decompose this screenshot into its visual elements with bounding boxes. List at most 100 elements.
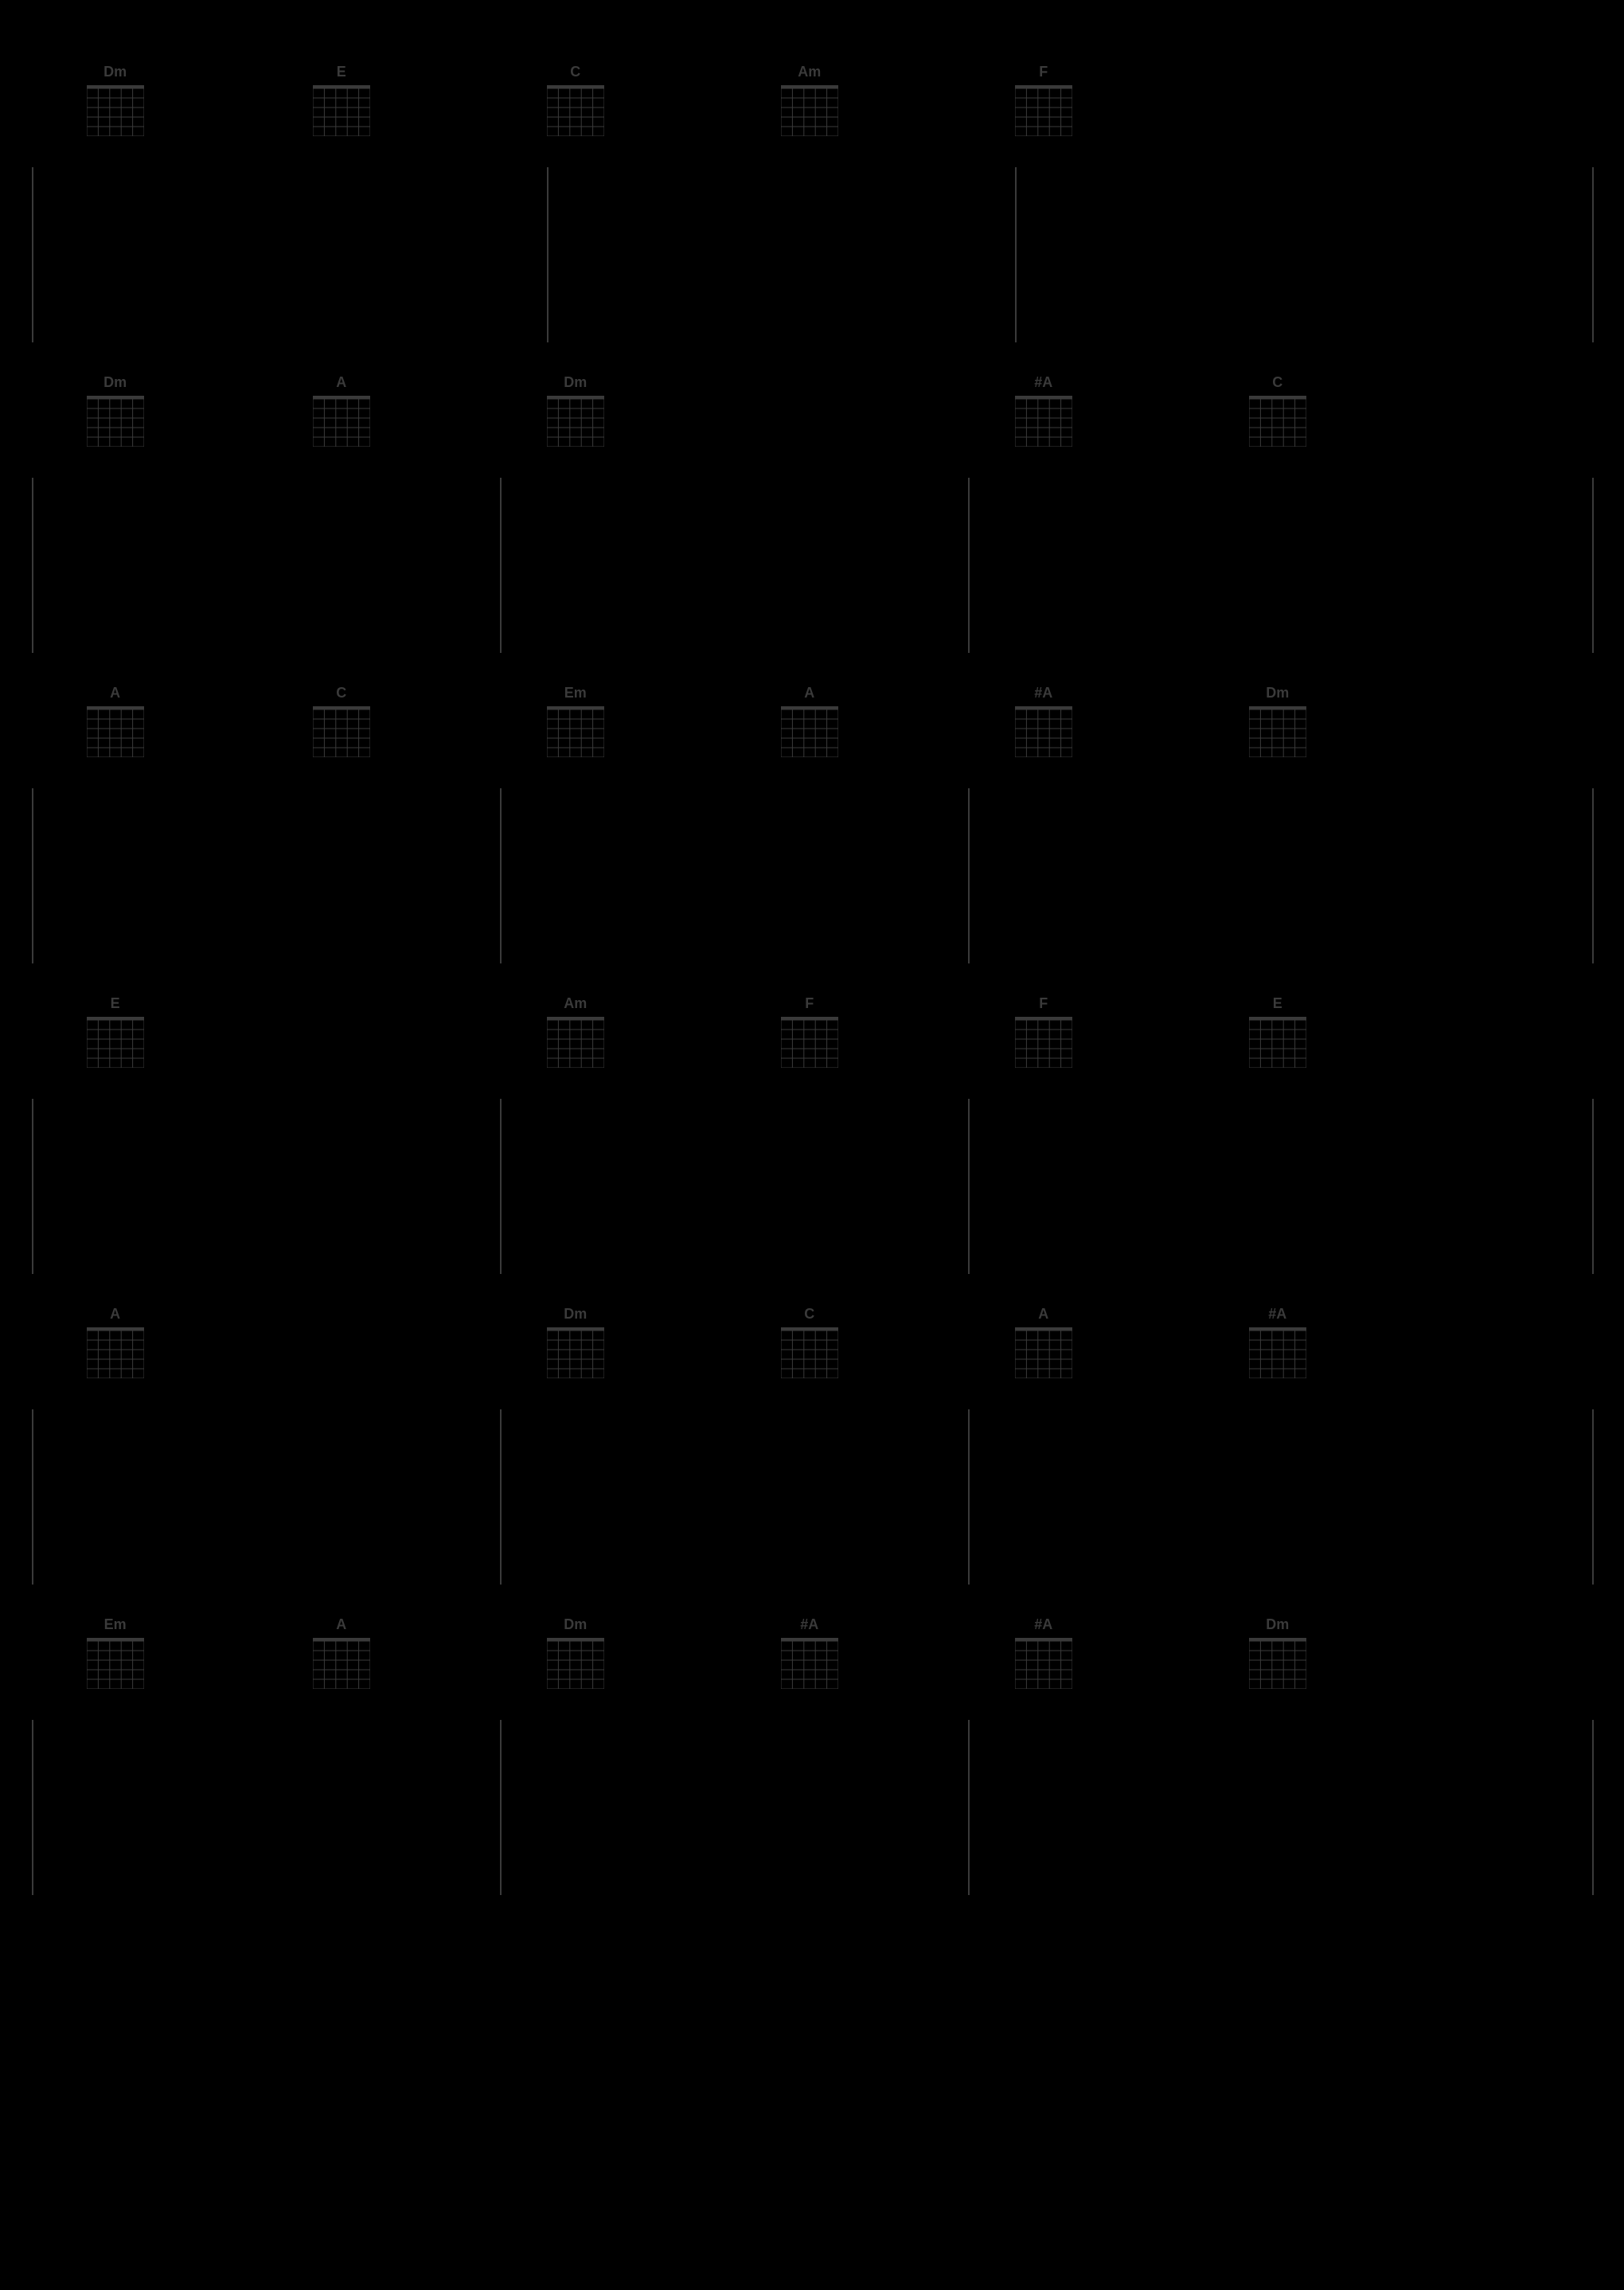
chord-label: C — [336, 685, 346, 701]
chord-cell: A — [1015, 1306, 1072, 1382]
barline — [1592, 478, 1594, 653]
chord-label: Dm — [1266, 1616, 1289, 1633]
chord-cell: F — [781, 995, 838, 1072]
chord-diagram — [547, 706, 604, 761]
barline — [32, 1720, 33, 1895]
chord-label: #A — [1034, 685, 1052, 701]
chord-cell: C — [313, 685, 370, 761]
barline — [500, 1409, 502, 1585]
chord-diagram — [547, 396, 604, 451]
chord-label: Dm — [564, 374, 587, 391]
chord-row: Dm E C Am F — [32, 64, 1592, 159]
barline — [1592, 167, 1594, 342]
chord-cell: #A — [1015, 685, 1072, 761]
chord-label: A — [804, 685, 814, 701]
chord-diagram — [1249, 706, 1306, 761]
chord-label: #A — [1034, 374, 1052, 391]
chord-row: E Am F F E — [32, 995, 1592, 1091]
chord-cell: E — [1249, 995, 1306, 1072]
barline — [500, 1099, 502, 1274]
chord-cell: #A — [1015, 1616, 1072, 1693]
chord-diagram — [1249, 1017, 1306, 1072]
chord-diagram — [87, 85, 144, 140]
chord-diagram — [313, 396, 370, 451]
chord-cell: A — [313, 1616, 370, 1693]
chord-label: F — [1039, 995, 1048, 1012]
barline — [500, 788, 502, 963]
barline — [32, 478, 33, 653]
chord-label: Dm — [103, 374, 127, 391]
staff — [32, 1720, 1592, 1895]
chord-diagram — [781, 706, 838, 761]
chord-label: E — [337, 64, 346, 80]
chord-diagram — [781, 1017, 838, 1072]
chord-cell: Dm — [1249, 1616, 1306, 1693]
chord-label: #A — [800, 1616, 818, 1633]
system-1: Dm A Dm #A C — [32, 374, 1592, 653]
chord-diagram — [781, 85, 838, 140]
barline — [547, 167, 548, 342]
barline — [32, 167, 33, 342]
chord-row: EmADm#A#ADm — [32, 1616, 1592, 1712]
chord-diagram — [1249, 396, 1306, 451]
barline — [500, 478, 502, 653]
chord-cell: E — [87, 995, 144, 1072]
chord-cell: Dm — [547, 374, 604, 451]
chord-cell: Dm — [87, 64, 144, 140]
chord-cell: C — [547, 64, 604, 140]
chord-label: C — [570, 64, 580, 80]
chord-diagram — [1249, 1327, 1306, 1382]
chord-label: A — [336, 374, 346, 391]
chord-diagram — [87, 706, 144, 761]
chord-diagram — [781, 1327, 838, 1382]
chord-diagram — [547, 1638, 604, 1693]
chord-diagram — [87, 396, 144, 451]
chord-label: A — [1038, 1306, 1048, 1323]
chord-diagram — [781, 1638, 838, 1693]
chord-cell: #A — [781, 1616, 838, 1693]
chord-cell: C — [781, 1306, 838, 1382]
chord-diagram — [87, 1017, 144, 1072]
barline — [500, 1720, 502, 1895]
staff — [32, 788, 1592, 963]
chord-cell: E — [313, 64, 370, 140]
chord-diagram — [1015, 85, 1072, 140]
barline — [32, 1409, 33, 1585]
barline — [1592, 1409, 1594, 1585]
barline — [1592, 788, 1594, 963]
chord-cell: Em — [547, 685, 604, 761]
chord-row: ADmCA#A — [32, 1306, 1592, 1401]
chord-row: A C Em A #A Dm — [32, 685, 1592, 780]
system-4: ADmCA#A — [32, 1306, 1592, 1585]
chord-label: A — [110, 685, 120, 701]
chord-label: #A — [1034, 1616, 1052, 1633]
chord-diagram — [313, 1638, 370, 1693]
chord-label: F — [805, 995, 814, 1012]
chord-chart-page: DmECAmFDmADm#ACACEmA#ADmEAmFFEADmCA#AEmA… — [32, 64, 1592, 1895]
chord-diagram — [1015, 396, 1072, 451]
barline — [968, 1409, 970, 1585]
chord-label: Dm — [103, 64, 127, 80]
chord-diagram — [87, 1638, 144, 1693]
barline — [968, 1099, 970, 1274]
barline — [32, 788, 33, 963]
chord-cell: A — [313, 374, 370, 451]
barline — [968, 1720, 970, 1895]
chord-cell: Dm — [547, 1306, 604, 1382]
barline — [32, 1099, 33, 1274]
system-0: Dm E C Am F — [32, 64, 1592, 342]
chord-cell: C — [1249, 374, 1306, 451]
barline — [968, 788, 970, 963]
chord-cell: Dm — [1249, 685, 1306, 761]
chord-label: F — [1039, 64, 1048, 80]
chord-cell: Em — [87, 1616, 144, 1693]
chord-cell: Am — [781, 64, 838, 140]
chord-cell: A — [87, 685, 144, 761]
barline — [1015, 167, 1017, 342]
chord-diagram — [547, 1327, 604, 1382]
chord-cell: Am — [547, 995, 604, 1072]
chord-label: E — [111, 995, 120, 1012]
barline — [968, 478, 970, 653]
chord-cell: A — [87, 1306, 144, 1382]
chord-label: A — [336, 1616, 346, 1633]
